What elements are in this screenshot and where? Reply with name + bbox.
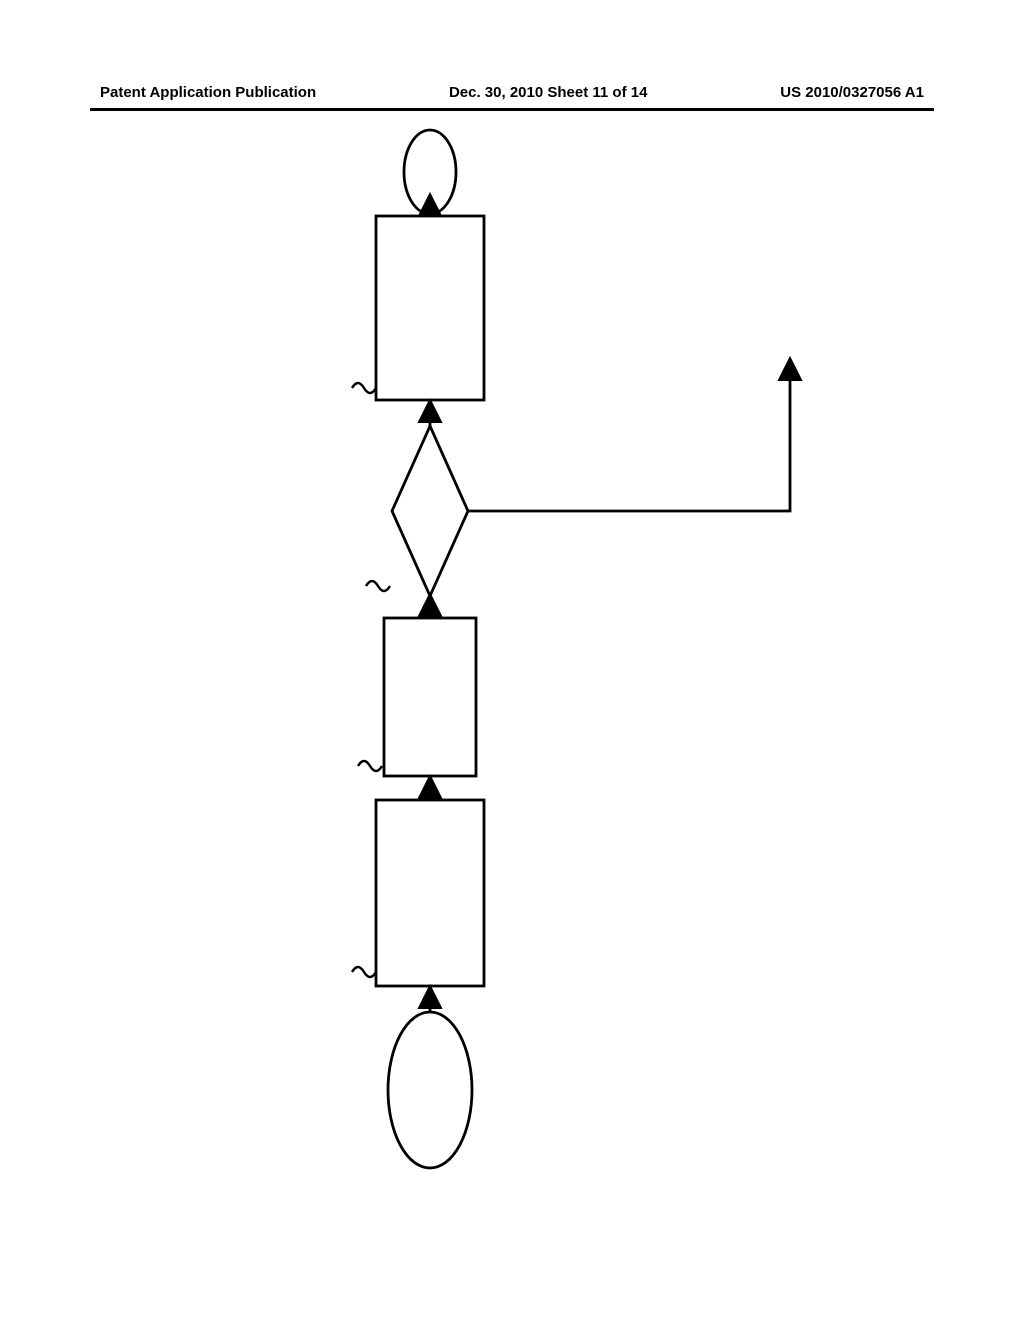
flow (0, 0, 1024, 1320)
page: Patent Application Publication Dec. 30, … (0, 0, 1024, 1320)
reset-mask-2 (0, 130, 1024, 1290)
